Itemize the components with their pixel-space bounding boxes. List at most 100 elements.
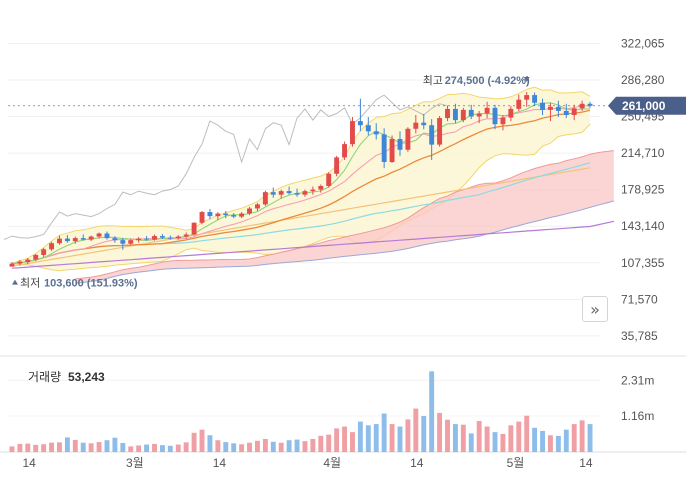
volume-bar [318, 435, 324, 452]
volume-bar [350, 432, 355, 452]
high-label: 최고 [423, 74, 443, 87]
volume-bar [508, 425, 514, 452]
candle-body [437, 118, 443, 145]
volume-bar [357, 421, 363, 452]
volume-bar [57, 442, 62, 452]
candle-body [239, 213, 245, 217]
candle-body [524, 95, 530, 100]
candle-body [262, 192, 268, 205]
candle-body [17, 261, 23, 264]
volume-bar [571, 424, 577, 452]
expand-chart-button[interactable]: » [582, 296, 608, 322]
volume-bar [247, 442, 252, 452]
high-value: 274,500 (-4.92%) [445, 75, 530, 87]
volume-bar [9, 446, 15, 452]
volume-bar [49, 442, 55, 452]
candle-body [25, 259, 31, 263]
price-tick-label: 178,925 [621, 183, 665, 197]
candle-body [389, 139, 395, 162]
ma-long-line [11, 220, 615, 269]
price-tick-label: 286,280 [621, 73, 665, 87]
volume-bar [215, 440, 221, 452]
candle-body [500, 117, 506, 125]
candle-body [492, 107, 498, 125]
volume-bar [25, 443, 31, 452]
ma-mid-long-line [11, 167, 591, 267]
volume-bar [302, 441, 308, 452]
candle-body [429, 125, 435, 145]
volume-bar [421, 416, 427, 452]
grid-lines [0, 42, 686, 453]
volume-bar [120, 443, 126, 452]
bollinger-bands [11, 86, 614, 284]
volume-bar [199, 429, 205, 452]
candle-body [294, 193, 300, 195]
volume-header: 거래량 53,243 [28, 370, 105, 384]
volume-bar [231, 443, 237, 452]
volume-bar [239, 444, 245, 452]
candle-body [57, 238, 62, 244]
bollinger-fill [12, 87, 590, 271]
volume-bar [136, 445, 142, 452]
x-tick-label: 4월 [323, 456, 341, 470]
candle-body [413, 122, 419, 129]
candle-body [460, 109, 466, 121]
candle-body [9, 263, 15, 267]
candle-body [357, 121, 363, 126]
volume-tick-label: 1.16m [621, 409, 654, 423]
x-tick-label: 5월 [507, 456, 525, 470]
volume-title: 거래량 [28, 370, 61, 384]
volume-bar [183, 442, 189, 452]
volume-bar [41, 444, 47, 452]
volume-bar [555, 435, 561, 452]
candle-body [421, 122, 427, 126]
candle-body [175, 236, 181, 239]
volume-bar [152, 443, 157, 452]
volume-bar [64, 437, 70, 452]
candle-body [231, 215, 237, 217]
volume-bar [413, 408, 419, 452]
high-annotation: 최고 274,500 (-4.92%) [423, 74, 530, 87]
candle-body [571, 108, 577, 116]
volume-bar [191, 432, 197, 452]
volume-bar [492, 432, 498, 452]
volume-bar [17, 443, 23, 452]
candle-body [365, 125, 371, 132]
candle-body [508, 108, 514, 118]
volume-bar [167, 445, 173, 452]
candle-body [159, 236, 165, 238]
volume-bar [88, 443, 94, 452]
ma20-line [11, 109, 591, 265]
volume-bar [500, 434, 506, 452]
volume-bar [484, 426, 490, 452]
price-tick-label: 214,710 [621, 146, 665, 160]
x-tick-label: 14 [410, 456, 424, 470]
candle-body [152, 236, 157, 240]
price-tag-shape [608, 96, 686, 115]
candle-body [540, 102, 545, 110]
volume-bar [524, 415, 530, 452]
price-tick-label: 322,065 [621, 36, 665, 50]
volume-bar [254, 440, 260, 452]
candle-body [223, 213, 229, 216]
volume-value: 53,243 [68, 370, 105, 384]
volume-bar [532, 427, 538, 452]
candle-body [88, 236, 94, 240]
cloud-span-a [75, 150, 614, 280]
candle-body [72, 238, 78, 242]
candle-body [555, 106, 561, 111]
volume-bar [270, 441, 276, 452]
candle-body [468, 109, 474, 117]
candle-body [278, 191, 284, 195]
volume-bar [334, 428, 340, 452]
candle-body [476, 113, 482, 117]
candle-body [183, 234, 189, 237]
price-tick-label: 107,355 [621, 256, 665, 270]
volume-bar [104, 440, 110, 452]
volume-bar [579, 420, 585, 452]
candle-body [532, 95, 538, 103]
volume-bar [547, 435, 553, 452]
high-marker-icon [523, 77, 530, 83]
volume-bar [262, 438, 268, 452]
